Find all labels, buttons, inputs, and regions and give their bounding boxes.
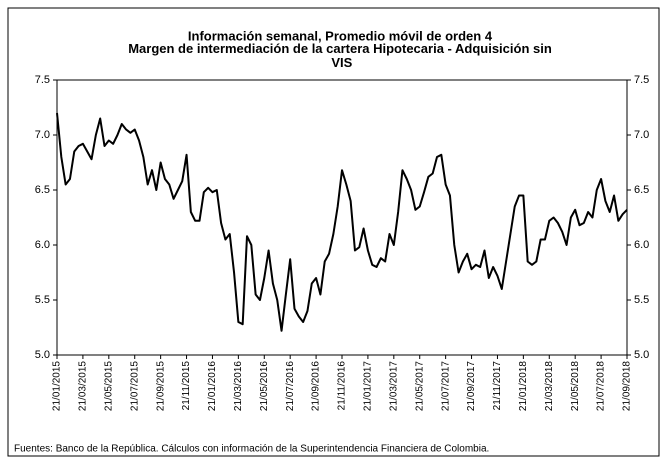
x-tick-label: 21/01/2016: [207, 361, 218, 411]
x-tick-label: 21/03/2018: [544, 361, 555, 411]
y2-tick-label: 6.0: [634, 239, 649, 251]
x-tick-label: 21/05/2018: [570, 361, 581, 411]
y-tick-label: 6.0: [35, 239, 50, 251]
x-tick-label: 21/03/2015: [78, 361, 89, 411]
x-tick-label: 21/11/2016: [337, 361, 348, 411]
x-tick-label: 21/03/2017: [388, 361, 399, 411]
x-tick-label: 21/09/2015: [155, 361, 166, 411]
chart-title: Información semanal, Promedio móvil de o…: [188, 28, 493, 43]
x-tick-label: 21/03/2016: [233, 361, 244, 411]
y-tick-label: 7.0: [35, 129, 50, 141]
chart-subtitle: Margen de intermediación de la cartera H…: [128, 41, 552, 70]
y-tick-label: 7.5: [35, 74, 50, 86]
y2-tick-label: 7.5: [634, 74, 649, 86]
x-tick-label: 21/05/2017: [414, 361, 425, 411]
y-tick-label: 6.5: [35, 184, 50, 196]
x-tick-label: 21/01/2015: [52, 361, 63, 411]
x-tick-label: 21/01/2017: [363, 361, 374, 411]
data-line: [56, 112, 628, 332]
x-tick-label: 21/07/2018: [596, 361, 607, 411]
x-tick-label: 21/05/2015: [103, 361, 114, 411]
x-tick-label: 21/05/2016: [259, 361, 270, 411]
x-tick-label: 21/07/2017: [440, 361, 451, 411]
x-tick-label: 21/09/2016: [311, 361, 322, 411]
y-tick-label: 5.5: [35, 294, 50, 306]
x-tick-label: 21/11/2015: [181, 361, 192, 411]
source-note: Fuentes: Banco de la República. Cálculos…: [14, 444, 489, 455]
x-tick-label: 21/09/2018: [622, 361, 633, 411]
y2-tick-label: 7.0: [634, 129, 649, 141]
y2-tick-label: 5.5: [634, 294, 649, 306]
x-tick-label: 21/09/2017: [466, 361, 477, 411]
y-tick-label: 5.0: [35, 349, 50, 361]
y2-tick-label: 6.5: [634, 184, 649, 196]
x-tick-label: 21/11/2017: [492, 361, 503, 411]
x-tick-label: 21/07/2015: [129, 361, 140, 411]
y2-tick-label: 5.0: [634, 349, 649, 361]
x-tick-label: 21/07/2016: [285, 361, 296, 411]
x-tick-label: 21/01/2018: [518, 361, 529, 411]
